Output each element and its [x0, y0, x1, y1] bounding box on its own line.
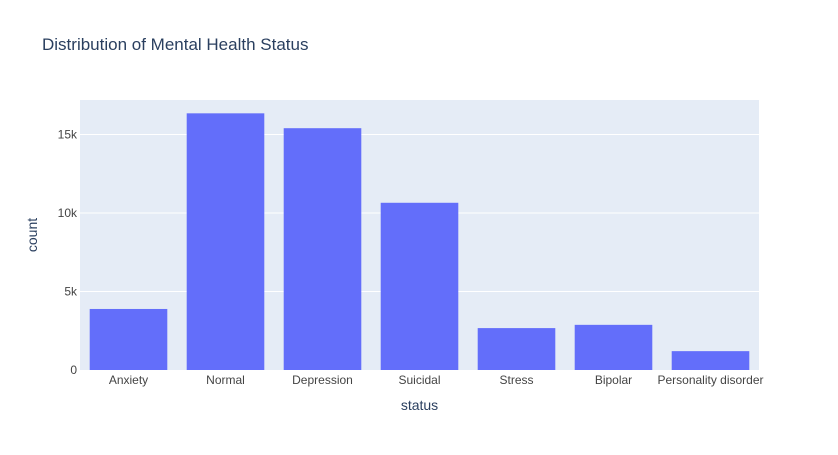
bar-depression[interactable]: [283, 128, 362, 370]
x-tick-label: Anxiety: [109, 373, 148, 387]
bar-suicidal[interactable]: [380, 202, 459, 370]
x-tick-label: Suicidal: [398, 373, 440, 387]
bar-stress[interactable]: [477, 328, 556, 370]
y-axis-title: count: [24, 218, 40, 252]
y-axis-ticks: 0 5k 10k 15k: [58, 128, 78, 377]
bars: [89, 113, 750, 370]
bar-bipolar[interactable]: [574, 324, 653, 370]
x-tick-label: Bipolar: [595, 373, 632, 387]
x-tick-label: Normal: [206, 373, 245, 387]
x-axis-title: status: [401, 397, 438, 413]
x-tick-label: Depression: [292, 373, 353, 387]
chart-title: Distribution of Mental Health Status: [42, 35, 308, 54]
y-tick-label: 15k: [58, 128, 78, 142]
x-axis-ticks: Anxiety Normal Depression Suicidal Stress Bip…: [109, 373, 764, 387]
x-tick-label: Stress: [499, 373, 533, 387]
x-tick-label: Personality disorder: [657, 373, 763, 387]
bar-anxiety[interactable]: [89, 308, 168, 370]
y-tick-label: 0: [70, 363, 77, 377]
bar-personality-disorder[interactable]: [671, 351, 750, 370]
y-tick-label: 10k: [58, 206, 78, 220]
bar-normal[interactable]: [186, 113, 265, 370]
y-tick-label: 5k: [64, 285, 78, 299]
